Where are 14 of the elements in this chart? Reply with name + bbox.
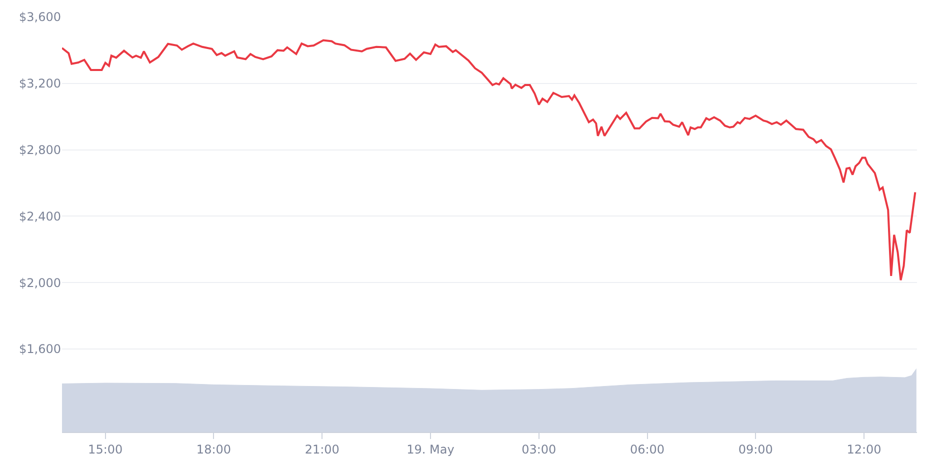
- y-tick-label: $2,400: [19, 209, 61, 224]
- y-tick-label: $2,800: [19, 143, 61, 157]
- y-tick-label: $1,600: [19, 342, 61, 356]
- y-tick-label: $3,200: [19, 76, 61, 91]
- x-tick-label: 15:00: [88, 442, 123, 456]
- x-tick-label: 03:00: [522, 442, 556, 456]
- y-tick-label: $2,000: [19, 276, 61, 290]
- x-tick-label: 06:00: [630, 442, 665, 456]
- x-tick-label: 12:00: [846, 442, 882, 456]
- x-tick-label: 09:00: [738, 442, 773, 456]
- y-tick-label: $3,600: [19, 10, 61, 24]
- x-tick-label: 18:00: [196, 442, 232, 456]
- x-tick-label: 19. May: [406, 442, 454, 456]
- x-tick-label: 21:00: [304, 442, 340, 456]
